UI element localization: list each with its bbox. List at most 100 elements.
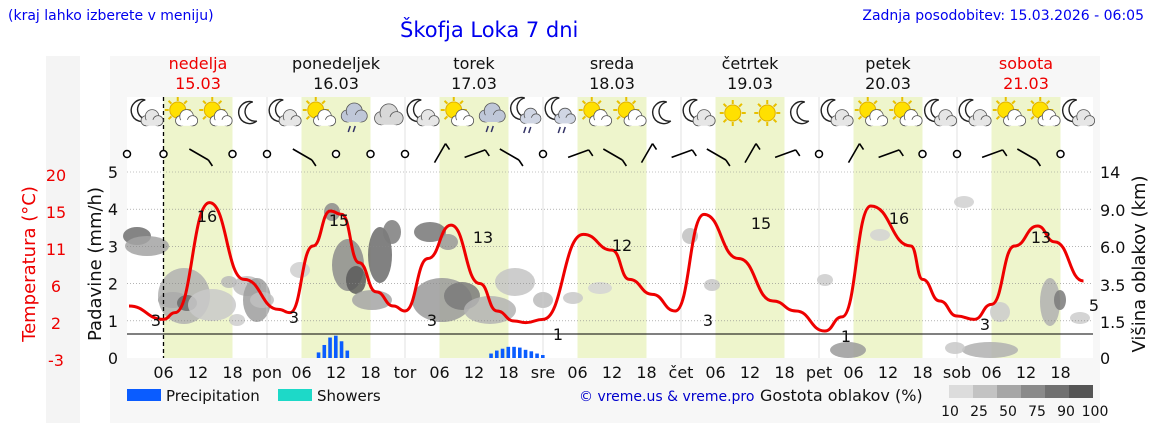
sun-cloud-icon xyxy=(578,97,613,127)
day-name: petek xyxy=(865,54,911,73)
wind-symbol-icon xyxy=(400,149,410,159)
daytime-band xyxy=(853,97,923,358)
x-tick-label: pon xyxy=(252,363,282,382)
wind-symbol-icon xyxy=(567,149,594,159)
x-tick-label: 18 xyxy=(360,363,380,382)
wind-symbol-icon xyxy=(262,149,272,159)
day-date: 17.03 xyxy=(451,74,497,93)
x-tick-label: 12 xyxy=(740,363,760,382)
sun-icon xyxy=(719,100,746,126)
precipitation-swatch xyxy=(127,389,161,401)
x-tick-label: 12 xyxy=(464,363,484,382)
precipitation-bar xyxy=(523,349,528,358)
cloud-density-area xyxy=(704,279,720,291)
cloud-height-axis-title: Višina oblakov (km) xyxy=(1129,175,1150,352)
daytime-band xyxy=(301,97,371,358)
x-tick-label: 18 xyxy=(774,363,794,382)
temperature-line xyxy=(128,201,1084,333)
x-tick-label: 18 xyxy=(222,363,242,382)
wind-symbol-icon xyxy=(918,149,927,159)
wind-symbol-icon xyxy=(602,148,628,167)
moon-cloud-icon xyxy=(958,98,992,127)
day-name: sreda xyxy=(590,54,634,73)
wind-symbol-icon xyxy=(331,149,341,159)
day-name: četrtek xyxy=(722,54,780,73)
wind-symbol-icon xyxy=(744,143,761,164)
cloud-density-level: 25 xyxy=(970,404,988,420)
cloud-density-area xyxy=(962,342,1018,358)
precipitation-bar xyxy=(489,353,493,358)
wind-symbol-icon xyxy=(464,149,490,159)
cloud-density-area xyxy=(290,262,310,278)
wind-symbol-icon xyxy=(366,149,375,159)
wind-symbol-icon xyxy=(228,149,237,159)
x-tick-label: 12 xyxy=(878,363,898,382)
sun-cloud-icon xyxy=(199,97,233,127)
day-date: 16.03 xyxy=(313,74,359,93)
wind-symbol-icon xyxy=(847,143,865,164)
x-tick-label: 18 xyxy=(636,363,656,382)
temperature-tick-label: 11 xyxy=(46,240,66,259)
temperature-label: 13 xyxy=(473,228,493,247)
rain-cloud-icon xyxy=(478,102,506,133)
temperature-label: 3 xyxy=(703,311,713,330)
cloud-density-swatch xyxy=(973,385,997,398)
wind-symbol-icon xyxy=(433,143,451,164)
cloud-density-area xyxy=(1054,290,1066,310)
cloud-density-area xyxy=(464,296,516,324)
wind-symbol-icon xyxy=(981,149,1008,159)
precipitation-bar xyxy=(495,350,499,358)
precipitation-bar xyxy=(328,337,332,358)
day-name: torek xyxy=(453,54,495,73)
temperature-axis-title: Temperatura (°C) xyxy=(19,186,40,343)
cloud-density-area xyxy=(383,220,401,244)
precipitation-bar xyxy=(345,350,350,358)
sun-cloud-icon xyxy=(992,97,1027,127)
cloud-density-area xyxy=(188,289,236,321)
wind-symbol-icon xyxy=(499,148,524,167)
wind-symbol-icon xyxy=(706,148,731,167)
cloud-density-title: Gostota oblakov (%) xyxy=(760,386,923,405)
sun-cloud-icon xyxy=(889,97,923,127)
temperature-tick-label: -3 xyxy=(48,351,64,370)
temperature-label: 15 xyxy=(751,214,771,233)
cloud-density-area xyxy=(588,282,612,294)
rain-moon-icon xyxy=(544,96,576,134)
temperature-label: 3 xyxy=(289,308,299,327)
precipitation-bar xyxy=(339,341,344,358)
temperature-label: 3 xyxy=(427,311,437,330)
cloud-density-area xyxy=(438,234,458,250)
cloud-density-swatch xyxy=(1021,385,1045,398)
precip-tick-label: 0 xyxy=(108,349,118,368)
day-date: 21.03 xyxy=(1003,74,1049,93)
wind-symbol-icon xyxy=(188,148,214,167)
temperature-label: 16 xyxy=(889,209,909,228)
cloud-density-area xyxy=(870,229,890,241)
temperature-label: 13 xyxy=(1031,228,1051,247)
cloud-height-tick-label: 0 xyxy=(1100,349,1110,368)
moon-icon xyxy=(652,100,672,125)
credit-text: © vreme.us & vreme.pro xyxy=(579,389,754,405)
x-tick-label: tor xyxy=(394,363,417,382)
cloud-density-area xyxy=(563,292,583,304)
cloud-height-tick-label: 1.5 xyxy=(1100,313,1125,332)
x-tick-label: 12 xyxy=(188,363,208,382)
temperature-tick-label: 20 xyxy=(46,166,66,185)
rain-moon-icon xyxy=(510,96,542,134)
wind-symbol-icon xyxy=(292,148,317,167)
x-tick-label: sre xyxy=(531,363,555,382)
x-tick-label: 06 xyxy=(291,363,311,382)
wind-symbol-icon xyxy=(774,149,801,159)
temperature-label: 16 xyxy=(197,207,217,226)
x-tick-label: 12 xyxy=(326,363,346,382)
temperature-label: 12 xyxy=(612,236,632,255)
precipitation-bar xyxy=(334,335,338,358)
sun-cloud-icon xyxy=(854,97,889,127)
cloud-density-area xyxy=(830,342,866,358)
cloud-density-area xyxy=(990,302,1010,322)
temperature-label: 1 xyxy=(553,325,563,344)
wind-symbol-icon xyxy=(671,149,697,159)
wind-symbol-icon xyxy=(878,149,904,159)
x-tick-label: 18 xyxy=(912,363,932,382)
moon-cloud-icon xyxy=(924,98,958,127)
